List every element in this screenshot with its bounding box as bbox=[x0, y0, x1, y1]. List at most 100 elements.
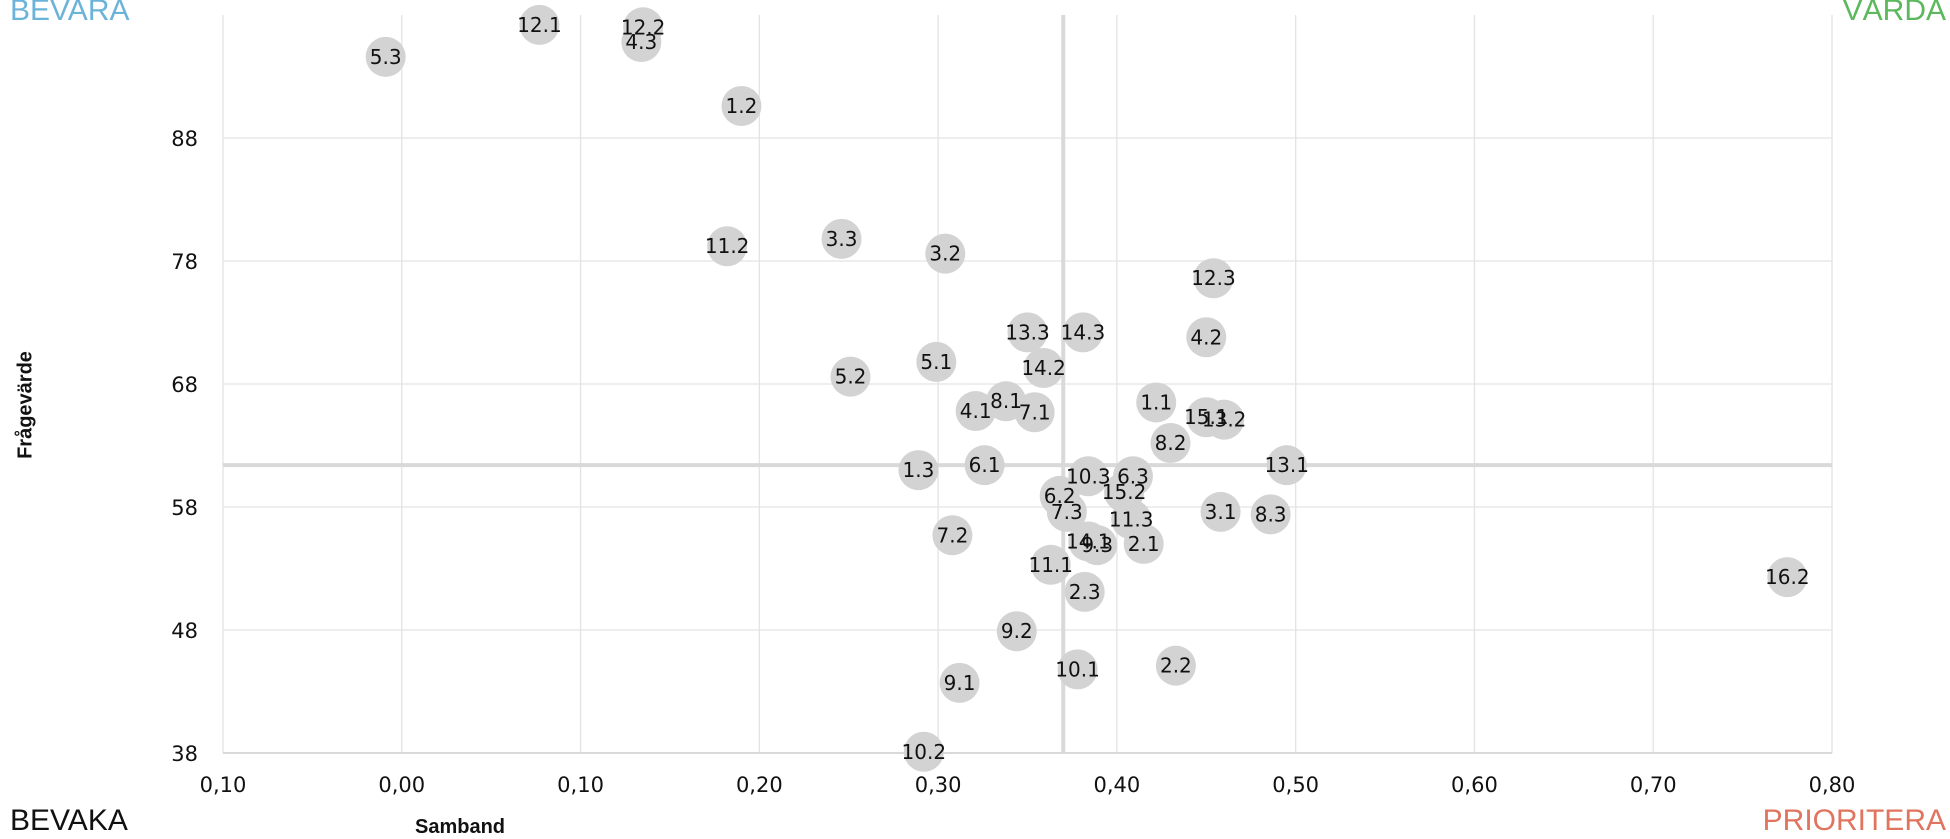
data-label: 11.1 bbox=[1028, 553, 1073, 577]
data-label: 8.3 bbox=[1255, 502, 1287, 526]
data-point bbox=[955, 391, 996, 432]
data-label: 2.3 bbox=[1069, 580, 1101, 604]
data-point bbox=[1046, 491, 1087, 532]
x-axis-title: Samband bbox=[415, 816, 506, 838]
data-label: 4.3 bbox=[625, 30, 657, 54]
data-label: 6.1 bbox=[969, 453, 1001, 477]
data-label: 7.1 bbox=[1019, 400, 1051, 424]
data-label: 2.2 bbox=[1160, 654, 1192, 678]
data-label: 13.2 bbox=[1202, 408, 1247, 432]
data-point bbox=[365, 36, 406, 77]
y-tick-label: 78 bbox=[171, 250, 198, 274]
data-point bbox=[1068, 456, 1109, 497]
data-label: 15.1 bbox=[1184, 405, 1229, 429]
data-label: 14.1 bbox=[1066, 529, 1111, 553]
data-point bbox=[1023, 348, 1064, 389]
data-point bbox=[1014, 392, 1055, 433]
data-point bbox=[964, 445, 1005, 486]
data-label: 8.2 bbox=[1155, 431, 1187, 455]
data-point bbox=[1204, 399, 1245, 440]
data-point bbox=[1123, 523, 1164, 564]
data-label: 8.1 bbox=[990, 389, 1022, 413]
data-label: 1.1 bbox=[1140, 390, 1172, 414]
data-label: 3.2 bbox=[929, 242, 961, 266]
x-tick-label: 0,10 bbox=[200, 773, 247, 797]
y-tick-label: 68 bbox=[171, 373, 198, 397]
data-point bbox=[1007, 312, 1048, 353]
grid-lines bbox=[222, 15, 1833, 754]
x-tick-label: 0,10 bbox=[557, 773, 604, 797]
data-label: 2.1 bbox=[1128, 532, 1160, 556]
data-point bbox=[830, 356, 871, 397]
y-tick-label: 58 bbox=[171, 496, 198, 520]
data-label: 6.3 bbox=[1117, 464, 1149, 488]
data-label: 11.2 bbox=[705, 234, 750, 258]
data-point bbox=[925, 233, 966, 274]
data-label: 12.3 bbox=[1191, 266, 1236, 290]
data-point bbox=[621, 22, 662, 63]
x-tick-label: 0,30 bbox=[915, 773, 962, 797]
data-point bbox=[932, 515, 973, 556]
data-label: 10.2 bbox=[902, 740, 947, 764]
data-label: 10.1 bbox=[1055, 657, 1100, 681]
data-point bbox=[1193, 258, 1234, 299]
data-point bbox=[721, 86, 762, 127]
data-point bbox=[1200, 491, 1241, 532]
data-point bbox=[939, 662, 980, 703]
data-label: 3.3 bbox=[826, 227, 858, 251]
data-point bbox=[1062, 312, 1103, 353]
data-label: 15.2 bbox=[1102, 480, 1147, 504]
x-tick-label: 0,40 bbox=[1094, 773, 1141, 797]
data-label: 14.2 bbox=[1021, 356, 1066, 380]
data-label: 4.2 bbox=[1190, 325, 1222, 349]
data-label: 5.2 bbox=[835, 365, 867, 389]
data-label: 3.1 bbox=[1205, 500, 1237, 524]
data-label: 13.3 bbox=[1005, 320, 1050, 344]
data-point bbox=[821, 218, 862, 259]
data-point bbox=[519, 4, 560, 45]
data-point bbox=[898, 450, 939, 491]
data-label: 9.2 bbox=[1001, 619, 1033, 643]
data-point bbox=[1150, 423, 1191, 464]
data-point bbox=[1077, 525, 1118, 566]
data-point bbox=[707, 226, 748, 267]
data-label: 16.2 bbox=[1765, 565, 1810, 589]
data-point bbox=[1186, 317, 1227, 358]
y-tick-label: 38 bbox=[171, 742, 198, 766]
y-tick-label: 48 bbox=[171, 619, 198, 643]
data-label: 10.3 bbox=[1066, 464, 1111, 488]
x-tick-label: 0,20 bbox=[736, 773, 783, 797]
x-tick-label: 0,70 bbox=[1630, 773, 1677, 797]
data-label: 1.3 bbox=[903, 458, 935, 482]
data-label: 12.1 bbox=[517, 13, 562, 37]
x-tick-label: 0,80 bbox=[1809, 773, 1856, 797]
data-label: 7.3 bbox=[1051, 500, 1083, 524]
data-point bbox=[1136, 382, 1177, 423]
data-label: 1.2 bbox=[726, 94, 758, 118]
data-point bbox=[996, 611, 1037, 652]
data-label: 5.1 bbox=[920, 350, 952, 374]
data-label: 9.3 bbox=[1081, 533, 1113, 557]
quadrant-label-prioritera: PRIORITERA bbox=[1762, 804, 1946, 837]
data-points: 12.1 12.24.3 5.3 1.2 11.2 3.3 3.2 12.3 13.3 14.3 4… bbox=[365, 4, 1810, 772]
x-tick-label: 0,60 bbox=[1451, 773, 1498, 797]
data-point bbox=[903, 731, 944, 772]
quadrant-label-varda: VÅRDA bbox=[1842, 0, 1946, 27]
data-point bbox=[916, 341, 957, 382]
quadrant-label-bevara: BEVARA bbox=[10, 0, 130, 27]
data-label: 6.2 bbox=[1044, 484, 1076, 508]
data-point bbox=[1250, 494, 1291, 535]
data-point bbox=[1030, 544, 1071, 585]
x-tick-label: 0,50 bbox=[1272, 773, 1319, 797]
data-point bbox=[1266, 445, 1307, 486]
data-label: 7.2 bbox=[937, 523, 969, 547]
y-axis-title: Frågevärde bbox=[14, 351, 37, 459]
data-point bbox=[1064, 571, 1105, 612]
x-tick-label: 0,00 bbox=[378, 773, 425, 797]
data-label: 14.3 bbox=[1061, 320, 1106, 344]
quadrant-label-bevaka: BEVAKA bbox=[10, 804, 128, 837]
data-point bbox=[1057, 649, 1098, 690]
data-label: 13.1 bbox=[1264, 453, 1309, 477]
quadrant-dividers bbox=[223, 15, 1832, 753]
